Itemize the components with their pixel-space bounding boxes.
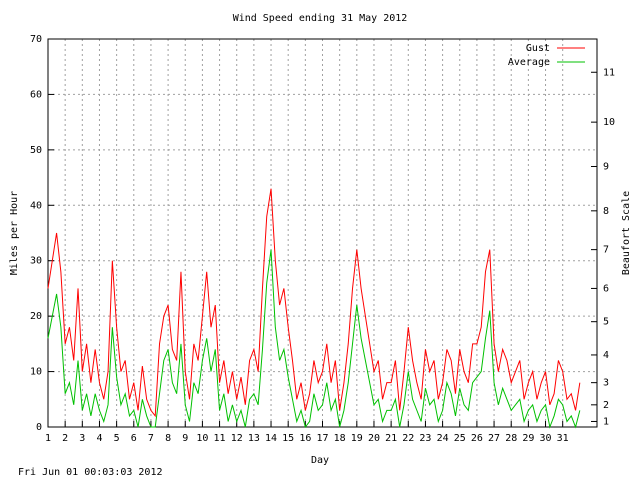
y2-axis-label: Beaufort Scale bbox=[621, 191, 632, 275]
x-tick-label: 6 bbox=[131, 433, 137, 444]
x-tick-label: 9 bbox=[182, 433, 188, 444]
y-tick-label: 30 bbox=[30, 256, 42, 267]
x-tick-label: 7 bbox=[148, 433, 154, 444]
plot-frame bbox=[47, 38, 598, 428]
y2-tick-label: 10 bbox=[603, 117, 615, 128]
x-axis-label: Day bbox=[311, 455, 329, 466]
y-tick-label: 10 bbox=[30, 367, 42, 378]
x-tick-label: 4 bbox=[96, 433, 102, 444]
x-tick-label: 22 bbox=[402, 433, 414, 444]
x-tick-label: 31 bbox=[557, 433, 569, 444]
y2-tick-label: 6 bbox=[603, 283, 609, 294]
y-tick-label: 50 bbox=[30, 145, 42, 156]
x-tick-label: 16 bbox=[299, 433, 311, 444]
y2-tick-label: 1 bbox=[603, 416, 609, 427]
x-tick-label: 17 bbox=[316, 433, 328, 444]
x-tick-label: 14 bbox=[265, 433, 277, 444]
x-tick-label: 21 bbox=[385, 433, 397, 444]
y-tick-label: 70 bbox=[30, 34, 42, 45]
y-tick-label: 0 bbox=[36, 422, 42, 433]
chart-title: Wind Speed ending 31 May 2012 bbox=[233, 13, 408, 24]
x-tick-label: 26 bbox=[471, 433, 483, 444]
y-tick-label: 60 bbox=[30, 89, 42, 100]
y2-tick-label: 9 bbox=[603, 161, 609, 172]
x-tick-label: 28 bbox=[505, 433, 517, 444]
x-tick-label: 12 bbox=[231, 433, 243, 444]
x-tick-label: 19 bbox=[351, 433, 363, 444]
line-series bbox=[47, 249, 581, 429]
legend-label: Gust bbox=[526, 43, 550, 54]
x-tick-label: 29 bbox=[522, 433, 534, 444]
x-tick-label: 8 bbox=[165, 433, 171, 444]
x-tick-label: 30 bbox=[540, 433, 552, 444]
x-tick-label: 10 bbox=[196, 433, 208, 444]
y2-tick-label: 5 bbox=[603, 317, 609, 328]
x-tick-label: 1 bbox=[45, 433, 51, 444]
x-tick-label: 24 bbox=[437, 433, 449, 444]
y2-tick-label: 2 bbox=[603, 400, 609, 411]
x-tick-label: 2 bbox=[62, 433, 68, 444]
x-tick-label: 20 bbox=[368, 433, 380, 444]
line-series bbox=[47, 188, 581, 418]
y2-tick-label: 8 bbox=[603, 206, 609, 217]
y2-tick-label: 7 bbox=[603, 245, 609, 256]
y2-tick-label: 11 bbox=[603, 67, 615, 78]
x-tick-label: 25 bbox=[454, 433, 466, 444]
legend-label: Average bbox=[508, 57, 550, 68]
x-tick-label: 5 bbox=[114, 433, 120, 444]
y-tick-label: 40 bbox=[30, 200, 42, 211]
y2-tick-label: 3 bbox=[603, 378, 609, 389]
y-tick-label: 20 bbox=[30, 311, 42, 322]
x-tick-label: 13 bbox=[248, 433, 260, 444]
x-tick-label: 27 bbox=[488, 433, 500, 444]
footer: Fri Jun 01 00:03:03 2012 bbox=[18, 467, 163, 478]
y2-tick-label: 4 bbox=[603, 350, 609, 361]
x-tick-label: 18 bbox=[334, 433, 346, 444]
x-tick-label: 3 bbox=[79, 433, 85, 444]
x-tick-label: 15 bbox=[282, 433, 294, 444]
x-tick-label: 11 bbox=[214, 433, 226, 444]
x-tick-label: 23 bbox=[419, 433, 431, 444]
y-axis-label: Miles per Hour bbox=[9, 191, 20, 275]
